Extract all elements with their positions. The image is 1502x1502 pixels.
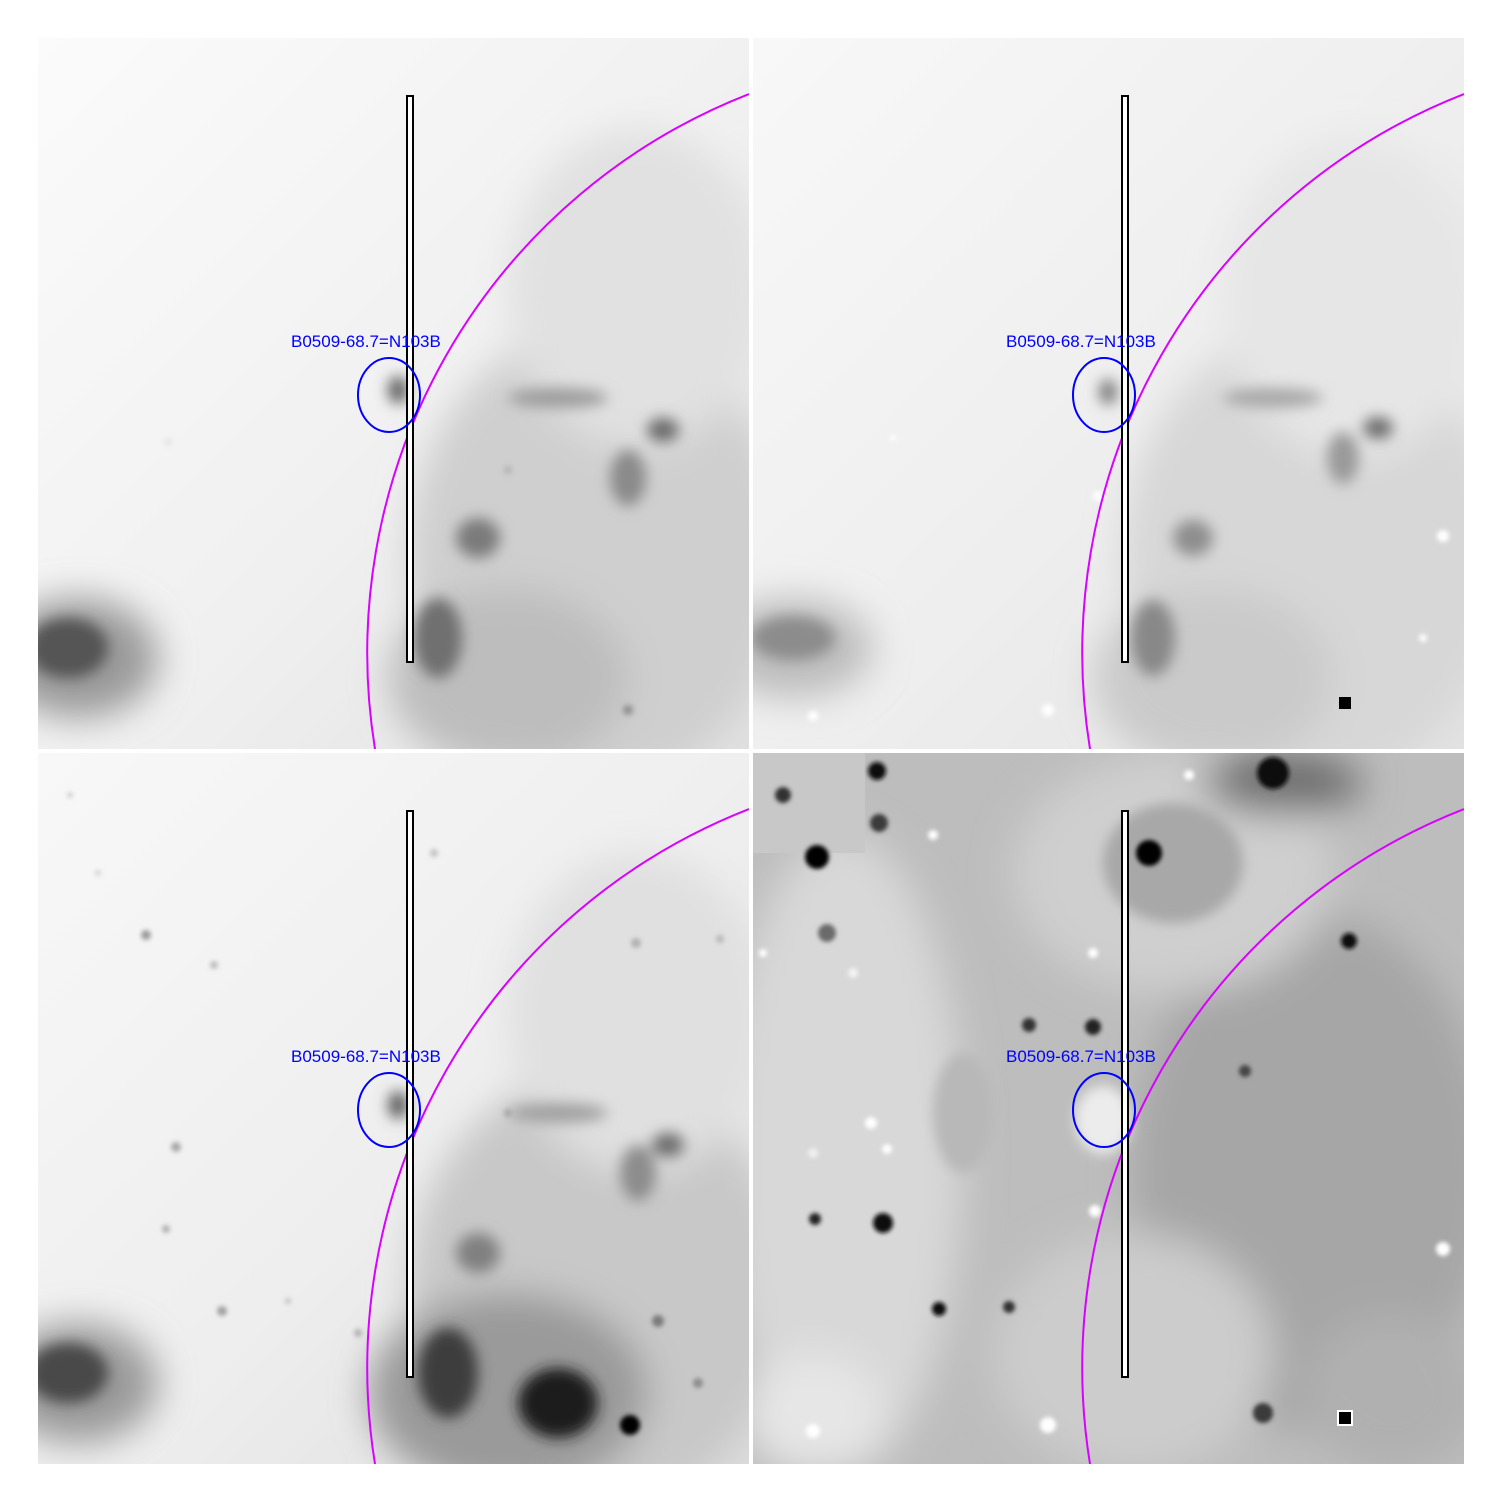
residual-blank-corner: [753, 753, 865, 853]
panel-top-right: B0509-68.7=N103B: [753, 38, 1464, 749]
nebula-knots: [38, 1091, 684, 1438]
bad-pixel-marker: [1339, 1412, 1351, 1424]
shell-arc: [366, 93, 749, 749]
panel-bottom-left: B0509-68.7=N103B: [38, 753, 749, 1464]
region-label: B0509-68.7=N103B: [291, 332, 441, 351]
shell-arc: [366, 808, 749, 1464]
point-sources: [165, 439, 633, 715]
region-ellipse: [1072, 357, 1136, 433]
region-label: B0509-68.7=N103B: [1006, 332, 1156, 351]
shell-arc: [1081, 93, 1464, 749]
residual-point-sources: [759, 757, 1450, 1438]
shell-arc: [1081, 808, 1464, 1464]
panel-bottom-left-image: [38, 753, 749, 1464]
region-ellipse: [357, 1072, 421, 1148]
slit-marker: [1121, 810, 1129, 1378]
region-label: B0509-68.7=N103B: [1006, 1047, 1156, 1066]
nebula-knots: [38, 376, 679, 678]
panel-top-right-image: [753, 38, 1464, 749]
slit-marker: [406, 95, 414, 663]
point-sources: [808, 435, 1449, 721]
point-sources: [67, 792, 724, 1435]
bad-pixel-marker: [1339, 697, 1351, 709]
residual-diffuse: [753, 753, 1464, 1464]
nebula-knots: [753, 379, 1393, 676]
panel-bottom-right: B0509-68.7=N103B: [753, 753, 1464, 1464]
slit-marker: [1121, 95, 1129, 663]
region-label: B0509-68.7=N103B: [291, 1047, 441, 1066]
region-ellipse: [357, 357, 421, 433]
panel-top-left-image: [38, 38, 749, 749]
residual-knots: [933, 803, 1243, 1173]
panel-bottom-right-image: [753, 753, 1464, 1464]
region-ellipse: [1072, 1072, 1136, 1148]
slit-marker: [406, 810, 414, 1378]
panel-top-left: B0509-68.7=N103B: [38, 38, 749, 749]
